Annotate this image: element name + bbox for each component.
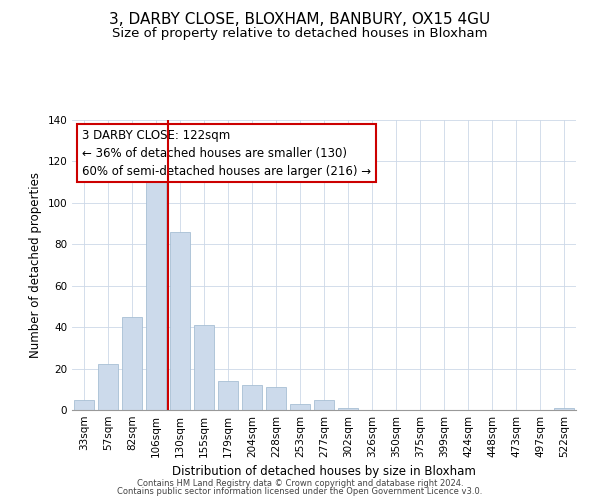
Bar — [170, 232, 190, 410]
Bar — [122, 317, 142, 410]
Bar — [74, 400, 94, 410]
Bar — [242, 385, 262, 410]
Y-axis label: Number of detached properties: Number of detached properties — [29, 172, 42, 358]
Text: Contains public sector information licensed under the Open Government Licence v3: Contains public sector information licen… — [118, 487, 482, 496]
Bar — [554, 408, 574, 410]
Bar — [194, 325, 214, 410]
Bar — [314, 400, 334, 410]
Text: Contains HM Land Registry data © Crown copyright and database right 2024.: Contains HM Land Registry data © Crown c… — [137, 478, 463, 488]
Bar — [290, 404, 310, 410]
Bar — [146, 172, 166, 410]
Text: 3, DARBY CLOSE, BLOXHAM, BANBURY, OX15 4GU: 3, DARBY CLOSE, BLOXHAM, BANBURY, OX15 4… — [109, 12, 491, 28]
Text: 3 DARBY CLOSE: 122sqm
← 36% of detached houses are smaller (130)
60% of semi-det: 3 DARBY CLOSE: 122sqm ← 36% of detached … — [82, 128, 371, 178]
Bar — [218, 381, 238, 410]
Bar — [338, 408, 358, 410]
X-axis label: Distribution of detached houses by size in Bloxham: Distribution of detached houses by size … — [172, 466, 476, 478]
Bar — [98, 364, 118, 410]
Text: Size of property relative to detached houses in Bloxham: Size of property relative to detached ho… — [112, 28, 488, 40]
Bar — [266, 387, 286, 410]
